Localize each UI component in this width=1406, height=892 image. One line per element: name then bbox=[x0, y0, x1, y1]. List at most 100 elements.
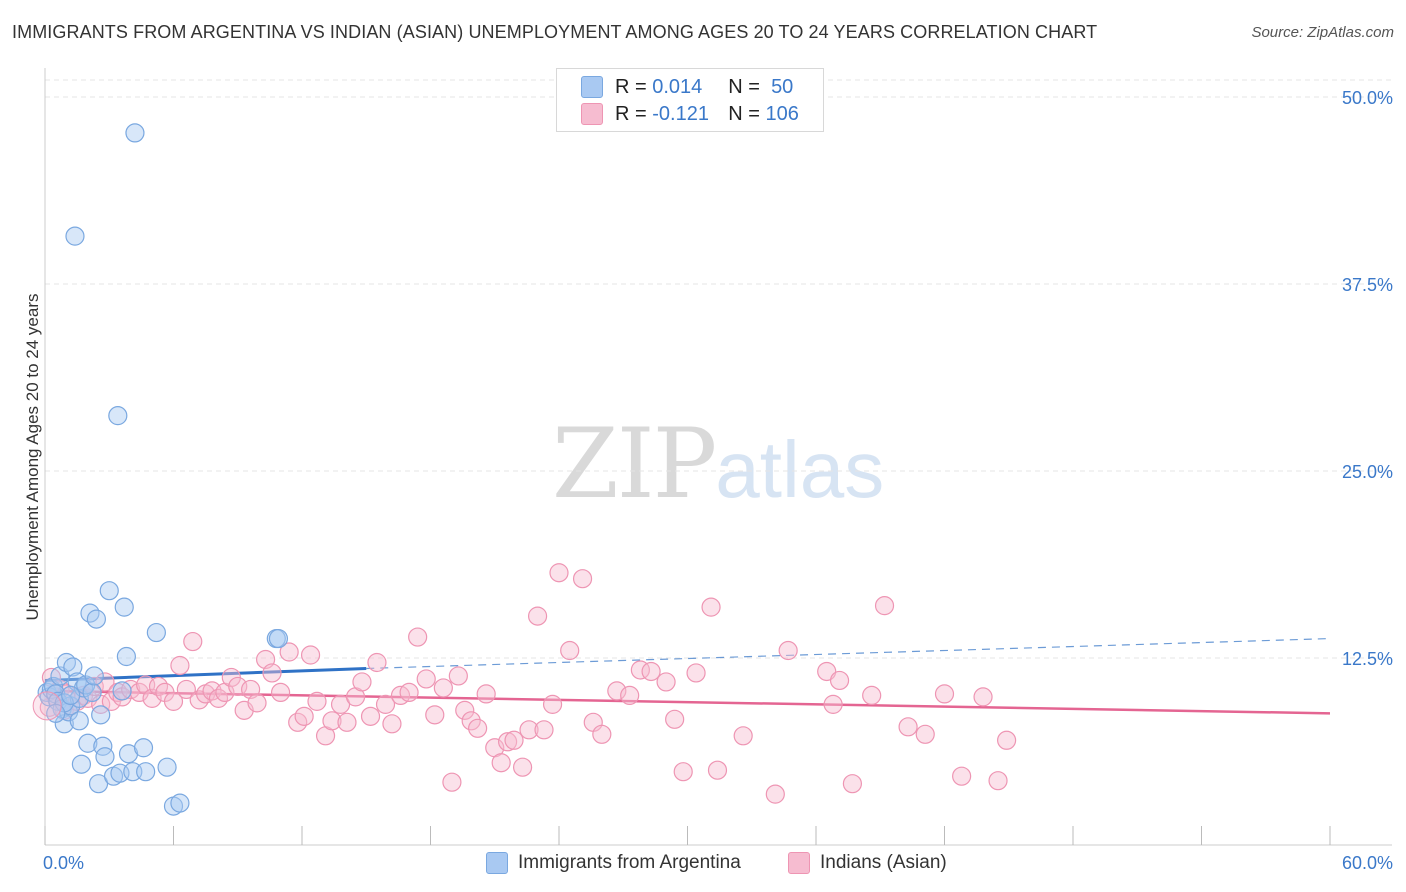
data-point-pink bbox=[95, 672, 115, 692]
data-point-blue bbox=[116, 646, 136, 667]
watermark-zip: ZIP bbox=[552, 408, 717, 520]
data-point-pink bbox=[442, 772, 462, 792]
legend-n-value: 106 bbox=[765, 102, 799, 125]
data-point-pink bbox=[572, 569, 593, 589]
data-point-pink bbox=[542, 694, 563, 714]
trend-line-blue-projection bbox=[366, 637, 1331, 670]
data-point-pink bbox=[534, 720, 554, 740]
data-point-pink bbox=[498, 732, 518, 752]
bottom-legend-swatch-blue bbox=[486, 852, 508, 874]
data-point-blue bbox=[71, 754, 92, 774]
legend-row-indians: R = -0.121 N = 106 bbox=[581, 102, 799, 126]
legend-r-label: R = bbox=[615, 75, 647, 98]
data-point-blue bbox=[69, 711, 89, 731]
data-point-pink bbox=[592, 724, 612, 744]
data-point-pink bbox=[686, 663, 706, 683]
data-point-pink bbox=[620, 685, 640, 706]
data-point-pink bbox=[607, 681, 627, 701]
data-point-blue bbox=[46, 703, 66, 723]
data-point-pink bbox=[823, 694, 843, 714]
data-point-pink bbox=[733, 726, 753, 746]
data-point-pink bbox=[898, 717, 918, 737]
data-point-pink bbox=[519, 720, 539, 740]
legend-n-label: N = bbox=[728, 75, 760, 98]
data-point-blue bbox=[136, 762, 156, 782]
data-point-blue bbox=[157, 757, 177, 777]
y-tick-label: 12.5% bbox=[1342, 649, 1393, 669]
data-point-blue bbox=[86, 609, 107, 629]
tick-labels: 12.5% 25.0% 37.5% 50.0% 0.0% 60.0% bbox=[43, 88, 1393, 873]
bottom-legend-label: Immigrants from Argentina bbox=[518, 852, 741, 873]
data-point-pink bbox=[279, 642, 299, 662]
data-point-pink bbox=[433, 678, 453, 698]
data-point-blue bbox=[61, 685, 81, 706]
data-point-pink bbox=[656, 672, 676, 692]
data-point-blue bbox=[114, 597, 134, 617]
data-point-pink bbox=[455, 700, 475, 720]
data-point-blue bbox=[170, 793, 190, 813]
data-point-blue bbox=[82, 682, 102, 703]
axes bbox=[44, 68, 1392, 846]
data-point-pink bbox=[300, 645, 321, 665]
data-point-pink bbox=[701, 597, 721, 617]
data-point-pink bbox=[183, 631, 203, 652]
legend-n-value: 50 bbox=[771, 75, 794, 98]
data-point-pink bbox=[270, 682, 291, 703]
data-point-pink bbox=[163, 691, 184, 711]
data-point-blue bbox=[112, 681, 132, 701]
data-point-pink bbox=[673, 762, 693, 782]
x-tick-label: 0.0% bbox=[43, 853, 84, 873]
data-points bbox=[32, 123, 1017, 816]
data-point-pink bbox=[382, 714, 402, 734]
data-point-blue bbox=[78, 733, 98, 753]
watermark: ZIPatlas bbox=[552, 408, 884, 520]
data-point-pink bbox=[425, 705, 445, 725]
data-point-pink bbox=[448, 666, 468, 686]
data-point-blue bbox=[99, 581, 119, 601]
data-point-pink bbox=[176, 679, 196, 700]
data-point-pink bbox=[549, 563, 569, 583]
x-tick-label: 60.0% bbox=[1342, 853, 1393, 873]
data-point-blue bbox=[125, 123, 145, 143]
data-point-pink bbox=[399, 682, 419, 703]
data-point-blue bbox=[108, 406, 128, 426]
data-point-pink bbox=[461, 711, 481, 731]
data-point-blue bbox=[84, 666, 104, 686]
data-point-pink bbox=[765, 784, 785, 804]
data-point-pink bbox=[988, 771, 1008, 791]
data-point-pink bbox=[375, 694, 396, 714]
data-point-pink bbox=[416, 669, 436, 689]
data-point-pink bbox=[665, 709, 685, 729]
legend-n-label: N = bbox=[728, 102, 760, 125]
legend-r-value: -0.121 bbox=[652, 102, 709, 125]
data-point-pink bbox=[468, 718, 488, 738]
data-point-pink bbox=[862, 685, 882, 706]
data-point-pink bbox=[360, 706, 381, 726]
bottom-legend-label: Indians (Asian) bbox=[820, 852, 947, 873]
legend-r-value: 0.014 bbox=[652, 75, 703, 98]
data-point-pink bbox=[952, 766, 972, 786]
data-point-pink bbox=[915, 724, 935, 744]
data-point-pink bbox=[408, 627, 428, 647]
data-point-pink bbox=[170, 655, 190, 676]
data-point-pink bbox=[641, 661, 661, 682]
y-tick-label: 50.0% bbox=[1342, 88, 1393, 108]
grid-lines bbox=[45, 79, 1392, 659]
data-point-blue bbox=[43, 676, 64, 697]
legend-swatch-pink bbox=[581, 103, 603, 125]
data-point-blue bbox=[146, 622, 166, 643]
bottom-legend-swatch-pink bbox=[788, 852, 810, 874]
data-point-pink bbox=[337, 712, 357, 732]
data-point-pink bbox=[829, 670, 850, 691]
watermark-atlas: atlas bbox=[715, 425, 885, 514]
y-axis-label: Unemployment Among Ages 20 to 24 years bbox=[23, 293, 42, 621]
legend-swatch-blue bbox=[581, 76, 603, 98]
data-point-blue bbox=[268, 628, 289, 649]
y-tick-label: 25.0% bbox=[1342, 462, 1393, 482]
data-point-blue bbox=[63, 657, 83, 677]
data-point-pink bbox=[842, 774, 863, 794]
data-point-pink bbox=[973, 687, 993, 707]
data-point-pink bbox=[367, 652, 387, 673]
y-tick-label: 37.5% bbox=[1342, 275, 1393, 295]
